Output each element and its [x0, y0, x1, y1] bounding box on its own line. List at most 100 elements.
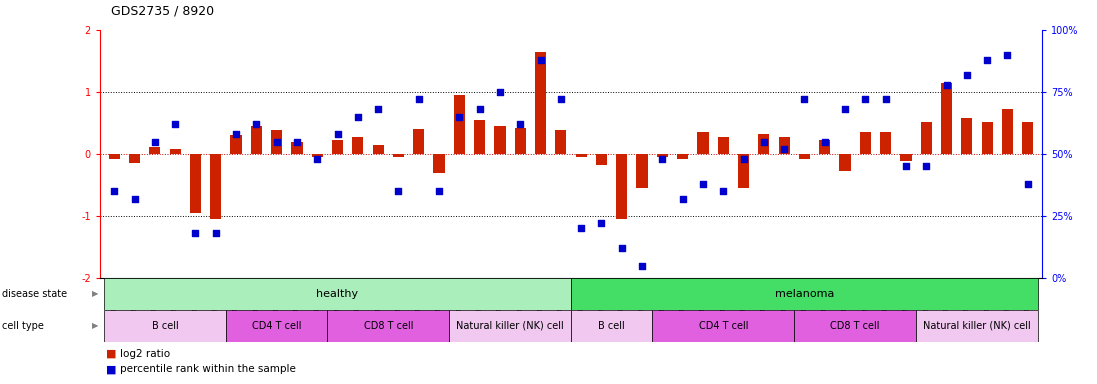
Point [451, 114, 468, 120]
Bar [149, 147, 160, 154]
Bar [717, 137, 728, 154]
Point [268, 139, 285, 145]
Point [410, 96, 428, 103]
Point [816, 139, 834, 145]
Bar [698, 132, 709, 154]
Point [491, 89, 509, 95]
Point [795, 96, 813, 103]
Point [917, 163, 935, 169]
Text: healthy: healthy [316, 289, 359, 299]
Point [289, 139, 306, 145]
Bar [738, 154, 749, 188]
Point [755, 139, 772, 145]
Point [592, 220, 610, 227]
Bar [129, 154, 140, 163]
Bar [961, 118, 972, 154]
Text: CD8 T cell: CD8 T cell [363, 321, 414, 331]
Bar [327, 310, 449, 342]
Point [186, 230, 204, 237]
Bar [799, 154, 810, 159]
Bar [555, 131, 566, 154]
Bar [839, 154, 850, 171]
Bar [572, 310, 653, 342]
Text: ▶: ▶ [92, 321, 99, 331]
Bar [657, 154, 668, 157]
Bar [211, 154, 222, 219]
Bar [758, 134, 769, 154]
Point [613, 245, 631, 251]
Bar [373, 145, 384, 154]
Point [1019, 181, 1037, 187]
Point [573, 225, 590, 232]
Bar [1002, 109, 1013, 154]
Bar [596, 154, 607, 165]
Point [349, 114, 366, 120]
Bar [292, 142, 303, 154]
Text: B cell: B cell [151, 321, 179, 331]
Point [532, 57, 550, 63]
Bar [794, 310, 916, 342]
Point [654, 156, 671, 162]
Bar [449, 310, 572, 342]
Bar [226, 310, 327, 342]
Bar [190, 154, 201, 213]
Point [430, 188, 448, 194]
Point [938, 81, 955, 88]
Point [958, 71, 975, 78]
Bar [393, 154, 404, 157]
Point [877, 96, 894, 103]
Bar [433, 154, 444, 172]
Bar [916, 310, 1038, 342]
Bar [779, 137, 790, 154]
Point [471, 106, 488, 113]
Bar [941, 83, 952, 154]
Bar [251, 126, 262, 154]
Bar [901, 154, 912, 161]
Point [389, 188, 407, 194]
Text: B cell: B cell [598, 321, 625, 331]
Bar [414, 129, 425, 154]
Point [308, 156, 326, 162]
Bar [104, 278, 572, 310]
Point [776, 146, 793, 152]
Text: CD4 T cell: CD4 T cell [699, 321, 748, 331]
Bar [1022, 122, 1033, 154]
Bar [636, 154, 647, 188]
Point [694, 181, 712, 187]
Point [633, 263, 651, 269]
Bar [677, 154, 688, 159]
Point [227, 131, 245, 137]
Point [857, 96, 874, 103]
Point [329, 131, 347, 137]
Bar [653, 310, 794, 342]
Point [207, 230, 225, 237]
Text: cell type: cell type [2, 321, 44, 331]
Point [735, 156, 753, 162]
Text: Natural killer (NK) cell: Natural killer (NK) cell [924, 321, 1031, 331]
Bar [617, 154, 627, 219]
Bar [572, 278, 1038, 310]
Point [552, 96, 569, 103]
Point [105, 188, 123, 194]
Bar [170, 149, 181, 154]
Bar [920, 122, 931, 154]
Bar [454, 95, 465, 154]
Point [998, 52, 1016, 58]
Bar [576, 154, 587, 157]
Bar [514, 128, 525, 154]
Text: ■: ■ [105, 364, 116, 374]
Bar [495, 126, 506, 154]
Point [248, 121, 265, 127]
Point [714, 188, 732, 194]
Point [674, 195, 691, 202]
Bar [312, 154, 323, 157]
Text: CD4 T cell: CD4 T cell [252, 321, 302, 331]
Point [167, 121, 184, 127]
Text: percentile rank within the sample: percentile rank within the sample [120, 364, 295, 374]
Text: Natural killer (NK) cell: Natural killer (NK) cell [456, 321, 564, 331]
Point [836, 106, 853, 113]
Text: disease state: disease state [2, 289, 67, 299]
Bar [860, 132, 871, 154]
Bar [880, 132, 891, 154]
Point [126, 195, 144, 202]
